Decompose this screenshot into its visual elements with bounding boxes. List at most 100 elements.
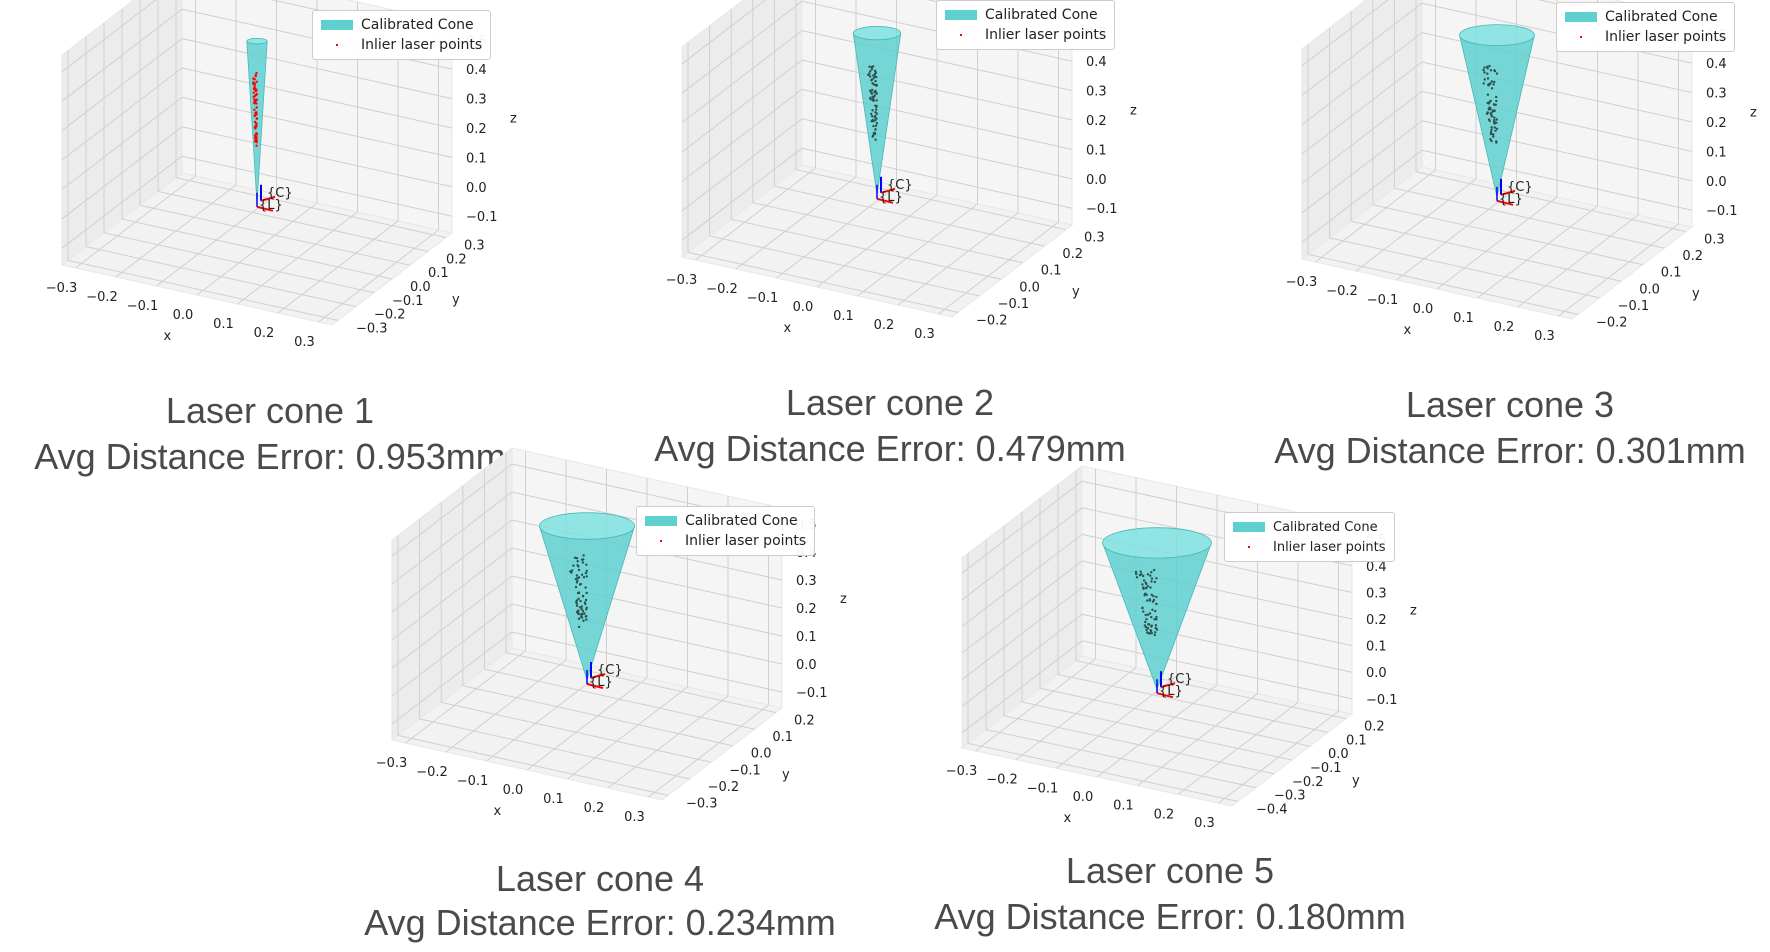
chart-panel-2: −0.3 −0.2 −0.1 0.0 0.1 0.2 0.3 −0.2 −0.1 0.0 0.1 0.… [620,0,1160,472]
grid-line [526,677,648,771]
inlier-point [1146,613,1150,616]
left-wall-pane [681,0,803,259]
legend: Calibrated Cone Inlier laser points [636,506,816,556]
inlier-point [1152,598,1156,602]
inlier-point [585,569,588,573]
x-tick-label: 0.1 [213,317,234,332]
chart-panel-3: −0.3 −0.2 −0.1 0.0 0.1 0.2 0.3 −0.2 −0.1 0.0 0.1 0.… [1240,0,1770,474]
x-tick-label: −0.1 [1367,293,1399,308]
grid-line [1351,220,1622,282]
grid-line [391,631,513,725]
grid-line [774,185,1045,247]
z-tick-label: 0.2 [1086,114,1107,129]
grid-line [391,463,513,557]
inlier-point [871,98,874,102]
calibrated-cone [538,512,635,682]
grid-line [1075,660,1347,720]
grid-line [1477,205,1598,299]
inlier-point [575,604,579,607]
inlier-point [1141,606,1144,609]
grid-line [1307,253,1579,315]
inlier-point [570,571,573,574]
inlier-point [578,606,582,609]
grid-line [1394,187,1665,249]
x-tick-label: 0.2 [874,318,895,333]
inlier-point [1493,69,1496,72]
inlier-point [255,117,259,120]
inlier-point [875,84,878,87]
inlier-point [255,113,258,116]
x-axis-label: x [164,329,172,344]
inlier-point [873,72,877,76]
grid-line [1355,178,1477,272]
inlier-point [1486,67,1489,70]
inlier-point [575,574,579,577]
grid-line [709,235,980,297]
inlier-point [581,612,584,615]
inlier-point [875,122,879,125]
grid-line [1301,149,1423,243]
grid-line [681,118,803,212]
y-tick-label: 0.1 [1661,266,1682,281]
legend-cone-label: Calibrated Cone [361,17,474,33]
x-axis-label: x [784,321,792,336]
y-tick-label: 0.2 [794,714,815,729]
inlier-point [575,581,579,584]
tick-labels: −0.3−0.2−0.10.00.10.20.3−0.3−0.2−0.10.00… [376,518,847,825]
x-tick-label: 0.2 [254,326,275,341]
frame-l-label: {L} [1499,192,1523,207]
z-tick-label: 0.1 [466,151,487,166]
frame-l-x-axis [586,683,604,689]
y-tick-label: 0.0 [1019,280,1040,295]
frame-l-label: {L} [879,190,903,205]
frame-c-x-axis [590,673,606,679]
inlier-point [872,131,876,135]
frame-c-x-axis [260,195,276,202]
grid-line [419,718,690,780]
legend-cone-label: Calibrated Cone [685,513,798,529]
inlier-point [1145,618,1148,621]
z-axis-label: z [1130,104,1137,119]
z-tick-label: 0.2 [466,122,487,137]
inlier-point [874,111,877,114]
inlier-point [869,70,872,73]
grid-line [961,534,1083,627]
chart-subtitle: Avg Distance Error: 0.953mm [34,436,506,477]
grid-line [462,685,733,747]
inlier-point [1144,587,1148,590]
grid-line [801,147,1073,209]
grid-lines [1301,0,1693,317]
frame-l-x-axis [1496,199,1514,206]
inlier-point [1153,580,1157,584]
y-tick-label: −0.3 [356,321,388,336]
inlier-point [1495,99,1498,103]
grid-line [1421,120,1693,182]
inlier-point [1148,598,1151,601]
inlier-point [872,124,875,128]
inlier-point [1142,586,1145,589]
inlier-point [253,98,256,101]
inlier-point [1152,568,1156,572]
grid-line [157,190,429,252]
x-tick-label: 0.1 [1453,311,1474,326]
y-tick-label: −0.3 [686,796,718,811]
legend-points-label: Inlier laser points [361,37,483,53]
inlier-point [1495,118,1498,121]
inlier-point [1145,628,1148,632]
grid-line [139,204,411,266]
coordinate-frames: {C}{L} [1156,671,1193,699]
inlier-point [1150,577,1154,580]
inlier-point [1488,82,1491,86]
chart-subtitle: Avg Distance Error: 0.301mm [1274,430,1746,471]
inlier-point [585,615,588,618]
inlier-point [580,607,583,611]
inlier-point [869,97,872,101]
inlier-point [1142,610,1145,613]
legend-points-marker [321,40,353,50]
inlier-point [1493,116,1496,119]
inlier-point [1154,631,1157,634]
grid-line [961,560,1083,654]
y-tick-label: 0.1 [772,730,793,745]
grid-line [1372,204,1643,266]
z-tick-label: 0.4 [1706,57,1727,72]
